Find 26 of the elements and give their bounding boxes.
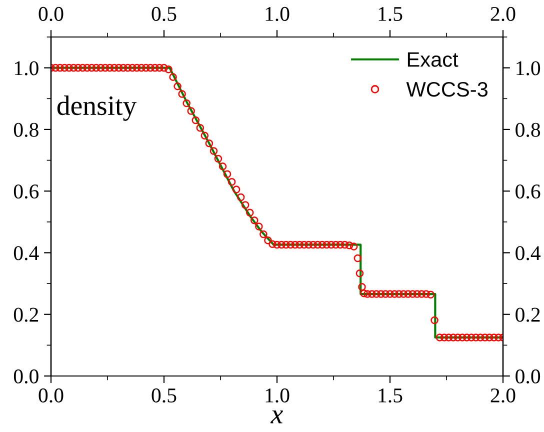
- y2-tick-label: 1.0: [516, 61, 540, 76]
- y2-tick-label: 0.0: [516, 369, 540, 384]
- y-tick-label: 1.0: [14, 61, 38, 76]
- legend-label: Exact: [408, 52, 458, 67]
- y-tick-label: 0.8: [14, 122, 38, 137]
- y-tick-label: 0.4: [14, 246, 39, 260]
- x-tick-label: 1.0: [266, 388, 290, 403]
- x-axis-title: x: [270, 410, 283, 424]
- x-tick-label: 1.5: [378, 388, 402, 403]
- x2-tick-label: 1.5: [378, 7, 402, 22]
- x-tick-label: 0.5: [152, 388, 176, 403]
- x2-tick-label: 1.0: [266, 6, 290, 22]
- x2-tick-label: 2.0: [490, 6, 516, 22]
- x-tick-label: 0.0: [38, 388, 64, 403]
- y2-tick-label: 0.6: [516, 184, 540, 199]
- x-tick-label: 2.0: [490, 388, 516, 403]
- x2-tick-label: 0.5: [152, 6, 176, 22]
- x2-tick-label: 0.0: [38, 6, 64, 22]
- y2-tick-label: 0.8: [516, 122, 540, 137]
- y-tick-label: 0.2: [14, 308, 38, 322]
- y2-tick-label: 0.2: [516, 308, 540, 322]
- y2-tick-label: 0.4: [516, 246, 541, 260]
- legend-label: WCCS-3: [406, 82, 488, 97]
- annotation: density: [57, 96, 137, 121]
- y-tick-label: 0.0: [14, 369, 38, 384]
- y-tick-label: 0.6: [14, 184, 39, 199]
